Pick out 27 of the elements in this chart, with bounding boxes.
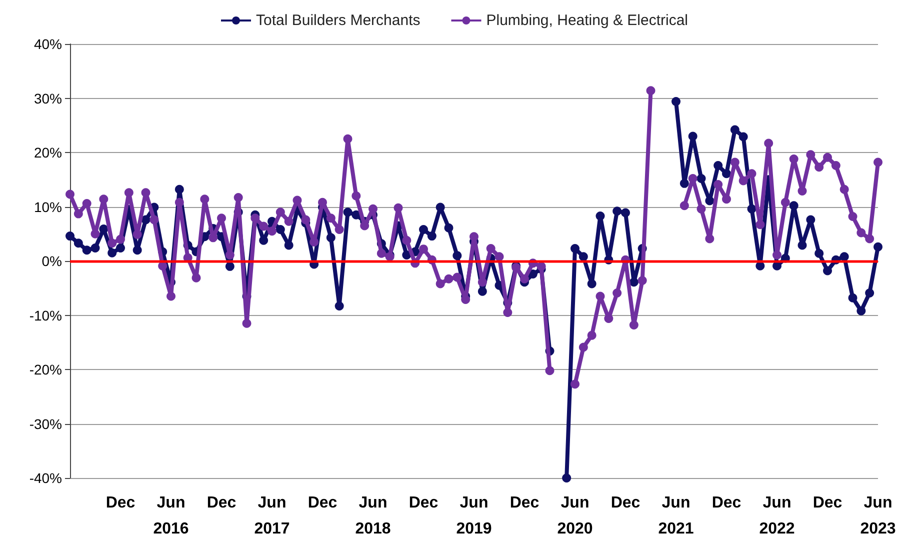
x-tick-label: Dec bbox=[610, 494, 640, 512]
x-tick-label: Jun 2017 bbox=[254, 494, 290, 538]
x-tick-label: Dec bbox=[106, 494, 136, 512]
x-tick-label: Dec bbox=[308, 494, 338, 512]
x-tick-label: Jun 2022 bbox=[759, 494, 795, 538]
y-tick-label: -30% bbox=[29, 416, 62, 432]
y-tick-label: 10% bbox=[34, 198, 62, 215]
y-tick-label: 40% bbox=[34, 36, 62, 52]
x-tick-label: Jun 2019 bbox=[456, 494, 492, 538]
y-tick-label: 30% bbox=[34, 90, 62, 106]
x-tick-label: Jun 2018 bbox=[355, 494, 391, 538]
y-tick-label: -20% bbox=[29, 362, 62, 378]
y-tick-label: -10% bbox=[29, 307, 62, 324]
x-tick-label: Jun 2016 bbox=[153, 494, 189, 538]
x-tick-label: Dec bbox=[812, 494, 842, 512]
x-tick-label: Dec bbox=[712, 494, 742, 512]
legend-label: Plumbing, Heating & Electrical bbox=[486, 12, 688, 29]
x-tick-label: Jun 2023 bbox=[860, 494, 896, 538]
x-tick-label: Dec bbox=[408, 494, 438, 512]
x-tick-label: Dec bbox=[510, 494, 540, 512]
y-tick-label: -40% bbox=[29, 470, 62, 486]
x-tick-label: Jun 2020 bbox=[557, 494, 593, 538]
x-tick-label: Dec bbox=[206, 494, 236, 512]
x-tick-label: Jun 2021 bbox=[658, 494, 694, 538]
legend-label: Total Builders Merchants bbox=[256, 12, 420, 29]
y-tick-label: 0% bbox=[42, 253, 62, 269]
y-tick-label: 20% bbox=[34, 144, 62, 160]
